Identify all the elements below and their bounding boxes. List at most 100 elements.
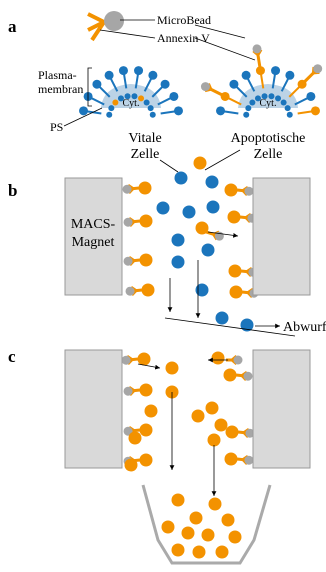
- membrane-label: membran: [38, 82, 83, 96]
- apoptotic-cell: [229, 531, 242, 544]
- annexin-label: Annexin V: [157, 31, 210, 45]
- apoptotic-cell: [208, 434, 221, 447]
- annexin: [134, 260, 140, 261]
- apoptotic-cell: [162, 521, 175, 534]
- apoptotic-cell: [140, 384, 153, 397]
- lipid-head: [150, 112, 156, 118]
- microbead: [244, 456, 253, 465]
- annexin: [132, 359, 138, 360]
- apoptotic-cell-label: Zelle: [254, 147, 283, 162]
- apoptotic-cell: [140, 254, 153, 267]
- apoptotic-cell: [216, 546, 229, 559]
- lipid-head: [245, 105, 251, 111]
- microbead: [124, 218, 133, 227]
- lipid-head: [161, 80, 170, 89]
- apoptotic-cell: [140, 454, 153, 467]
- live-cell: [183, 206, 196, 219]
- apoptotic-cell: [172, 494, 185, 507]
- microbead: [252, 44, 261, 53]
- microbead: [124, 257, 133, 266]
- apoptotic-cell: [224, 369, 237, 382]
- microbead: [104, 11, 124, 31]
- lipid-head: [169, 92, 178, 101]
- lipid-head: [108, 105, 114, 111]
- live-cell-label: Vitale: [128, 131, 161, 146]
- live-cell: [196, 284, 209, 297]
- microbead: [122, 356, 131, 365]
- lipid-head: [242, 71, 251, 80]
- lipid-head: [229, 80, 238, 89]
- annexin: [134, 221, 140, 222]
- apoptotic-cell: [228, 211, 241, 224]
- apoptotic-cell: [209, 498, 222, 511]
- annexin: [241, 271, 247, 272]
- microbead: [234, 356, 243, 365]
- lipid-head: [148, 105, 154, 111]
- annexin: [242, 292, 248, 293]
- microbead: [126, 287, 135, 296]
- apoptotic-cell: [145, 405, 158, 418]
- apoptotic-cell: [139, 182, 152, 195]
- annexin: [237, 190, 243, 191]
- annexin: [240, 217, 246, 218]
- lipid-head: [106, 112, 112, 118]
- magnet-label: MACS-: [71, 217, 116, 232]
- annexin: [211, 89, 222, 94]
- ps-label: PS: [50, 120, 63, 134]
- annexin: [133, 188, 139, 189]
- annexin: [136, 290, 142, 291]
- lipid-head: [216, 106, 225, 115]
- magnet: [65, 350, 122, 468]
- apoptotic-cell: [190, 512, 203, 525]
- apoptotic-cell: [142, 284, 155, 297]
- diagram: a MicroBead Annexin V Plasma- membran PS…: [0, 0, 326, 572]
- apoptotic-cell: [182, 527, 195, 540]
- magnet: [253, 178, 310, 295]
- live-cell-label: Zelle: [131, 147, 160, 162]
- live-cell: [202, 244, 215, 257]
- apoptotic-cell: [226, 426, 239, 439]
- live-cell: [216, 312, 229, 325]
- apoptotic-cell: [140, 424, 153, 437]
- waste-label: Abwurf: [283, 320, 326, 335]
- annexin: [134, 430, 140, 431]
- apoptotic-cell: [202, 529, 215, 542]
- live-cell: [157, 202, 170, 215]
- lipid-head: [134, 66, 143, 75]
- microbead: [243, 372, 252, 381]
- microbead-label: MicroBead: [157, 13, 211, 27]
- live-cell: [207, 201, 220, 214]
- lipid-head: [174, 106, 183, 115]
- lipid-head: [148, 71, 157, 80]
- magnet: [253, 350, 310, 468]
- apoptotic-cell: [222, 514, 235, 527]
- apoptotic-cell: [138, 353, 151, 366]
- live-cell: [206, 176, 219, 189]
- apoptotic-cell: [125, 459, 138, 472]
- apoptotic-cell: [172, 544, 185, 557]
- live-cell: [172, 256, 185, 269]
- microbead: [313, 64, 322, 73]
- lipid-head: [144, 100, 150, 106]
- annexin: [238, 432, 244, 433]
- microbead: [124, 387, 133, 396]
- lipid-head: [256, 66, 265, 75]
- live-cell: [175, 172, 188, 185]
- apoptotic-cell: [212, 352, 225, 365]
- magnet-label: Magnet: [72, 235, 115, 250]
- cytoplasm-label: Cyt.: [260, 98, 277, 109]
- apoptotic-cell: [230, 286, 243, 299]
- apoptotic-cell: [206, 402, 219, 415]
- lipid-head: [311, 106, 320, 115]
- apoptotic-cell: [225, 453, 238, 466]
- microbead: [201, 82, 210, 91]
- annexin: [134, 390, 140, 391]
- microbead: [244, 187, 253, 196]
- lipid-head: [92, 80, 101, 89]
- panel-label: c: [8, 347, 16, 366]
- lipid-head: [287, 112, 293, 118]
- apoptotic-cell: [129, 432, 142, 445]
- annexin: [236, 375, 242, 376]
- apoptotic-cell: [166, 362, 179, 375]
- lipid-head: [249, 100, 255, 106]
